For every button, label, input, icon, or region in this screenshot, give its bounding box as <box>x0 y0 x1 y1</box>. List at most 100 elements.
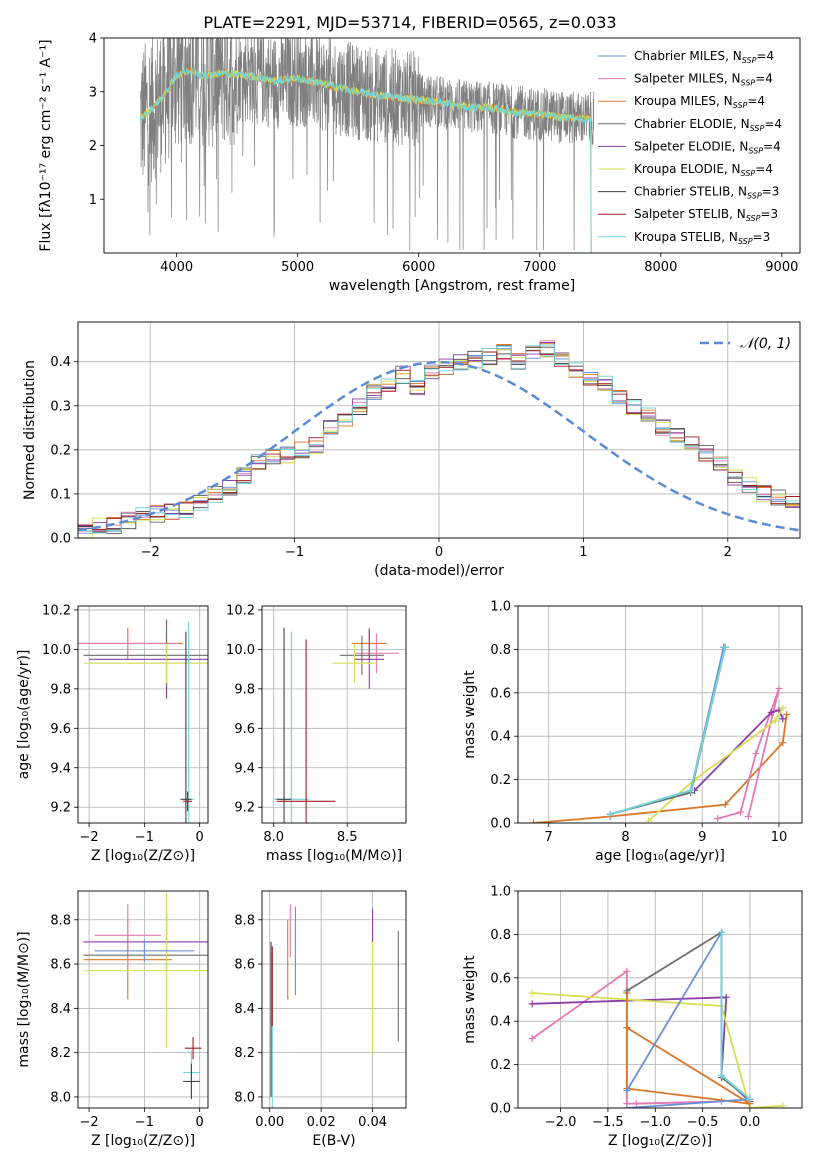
y-tick-label: 8.8 <box>50 913 71 928</box>
y-tick-label: 9.8 <box>234 682 255 697</box>
x-tick-label: −1 <box>135 830 154 845</box>
y-tick-label: 9.6 <box>234 722 255 737</box>
x-tick-label: 8.0 <box>263 830 284 845</box>
x-tick-label: 2 <box>724 545 732 560</box>
axes-frame <box>517 605 803 824</box>
weight-point-marker <box>779 715 787 723</box>
weight-point-marker <box>623 1104 631 1108</box>
legend-entry: Chabrier STELIB, NSSP=3 <box>634 185 779 201</box>
x-tick-label: 0 <box>435 545 443 560</box>
x-tick-label: 7 <box>545 830 553 845</box>
weight-point-marker <box>721 801 729 809</box>
y-tick-label: 1 <box>89 193 97 208</box>
x-axis-label: (data-model)/error <box>374 563 504 579</box>
weight-series-line <box>626 993 751 1105</box>
weight-point-marker <box>529 819 537 823</box>
weight-point-marker <box>714 815 722 823</box>
y-tick-label: 3 <box>89 85 97 100</box>
x-tick-label: 0.04 <box>358 1115 387 1130</box>
legend-entry: Chabrier ELODIE, NSSP=4 <box>634 117 782 133</box>
x-axis-label: Z [log₁₀(Z/Z⊙)] <box>91 1133 195 1149</box>
x-tick-label: −2 <box>79 830 98 845</box>
axes-frame <box>261 890 407 1109</box>
weight-point-marker <box>528 1000 536 1008</box>
y-tick-label: 0.8 <box>490 643 511 658</box>
y-tick-label: 8.4 <box>234 1002 255 1017</box>
y-axis-label: mass weight <box>462 955 478 1044</box>
x-tick-label: 5000 <box>281 260 314 275</box>
axes-frame <box>103 37 801 254</box>
x-tick-label: 0 <box>196 830 204 845</box>
weight-point-marker <box>623 987 631 995</box>
weight-point-marker <box>779 704 787 712</box>
normal-curve <box>78 360 800 532</box>
x-tick-label: 8 <box>621 830 629 845</box>
x-tick-label: 0.02 <box>307 1115 336 1130</box>
y-tick-label: 10.0 <box>42 643 71 658</box>
axes-6: 0.00 0.02 0.04 8.0 8.2 8.4 8.6 8.8 E(B-V) <box>234 890 407 1149</box>
legend-entry: Chabrier MILES, NSSP=4 <box>634 49 774 65</box>
weight-series-line <box>609 646 725 816</box>
axes-frame <box>77 321 801 539</box>
weight-point-marker <box>783 711 791 718</box>
weight-point-marker <box>718 928 726 936</box>
weight-point-marker <box>744 812 752 820</box>
weight-point-marker <box>767 708 775 716</box>
y-tick-label: 9.2 <box>50 801 71 816</box>
y-axis-label: mass [log₁₀(M/M⊙)] <box>16 931 32 1067</box>
x-tick-label: 9000 <box>765 260 798 275</box>
x-axis-label: E(B-V) <box>312 1133 355 1149</box>
x-tick-label: 0.0 <box>740 1115 761 1130</box>
x-tick-label: −1 <box>285 545 304 560</box>
x-axis-label: age [log₁₀(age/yr)] <box>595 848 725 864</box>
x-tick-label: 0 <box>196 1115 204 1130</box>
y-tick-label: 0.8 <box>490 928 511 943</box>
y-tick-label: 8.0 <box>234 1090 255 1105</box>
spectrum-model-line <box>139 66 592 253</box>
x-tick-label: −1 <box>135 1115 154 1130</box>
x-tick-label: 9 <box>698 830 706 845</box>
y-axis-label: age [log₁₀(age/yr)] <box>16 650 32 780</box>
weight-point-marker <box>606 810 614 818</box>
plot-area <box>529 643 791 823</box>
y-tick-label: 10.2 <box>42 603 71 618</box>
axes-frame <box>261 605 407 824</box>
weight-series-line <box>626 928 753 1108</box>
y-axis-label: Normed distribution <box>22 360 38 500</box>
weight-series-line <box>609 646 727 816</box>
legend-entry: Kroupa MILES, NSSP=4 <box>634 94 765 110</box>
y-tick-label: 8.6 <box>50 958 71 973</box>
y-tick-label: 0.3 <box>50 399 71 414</box>
plot-area <box>270 904 399 1108</box>
axes-4: 7 8 9 10 0.0 0.2 0.4 0.6 0.8 1.0 age [log₁₀(age/yr… <box>462 600 803 864</box>
weight-series-line <box>647 707 784 822</box>
legend-entry: 𝒩(0, 1) <box>740 336 791 352</box>
plot-area <box>83 893 208 1100</box>
axes-0: 4000 5000 6000 7000 8000 9000 1 2 3 4 wavelength [… <box>38 32 801 294</box>
weight-point-marker <box>771 717 779 725</box>
y-tick-label: 0.2 <box>490 1058 511 1073</box>
weight-point-marker <box>746 1095 754 1103</box>
weight-point-marker <box>722 993 730 1001</box>
weight-point-marker <box>779 739 787 747</box>
x-tick-label: 10 <box>771 830 788 845</box>
y-tick-label: 8.2 <box>50 1046 71 1061</box>
legend-entry: Kroupa STELIB, NSSP=3 <box>634 230 770 246</box>
weight-point-marker <box>632 1100 640 1108</box>
weight-point-marker <box>528 989 536 997</box>
y-tick-label: 0.1 <box>50 487 71 502</box>
weight-point-marker <box>718 1071 726 1079</box>
y-tick-label: 0.0 <box>490 817 511 832</box>
y-tick-label: 0.0 <box>50 532 71 547</box>
x-axis-label: mass [log₁₀(M/M⊙)] <box>266 848 402 864</box>
y-tick-label: 9.8 <box>50 682 71 697</box>
x-tick-label: −2 <box>79 1115 98 1130</box>
y-tick-label: 8.0 <box>50 1090 71 1105</box>
y-tick-label: 9.2 <box>234 801 255 816</box>
x-tick-label: 4000 <box>160 260 193 275</box>
x-axis-label: wavelength [Angstrom, rest frame] <box>329 278 575 294</box>
weight-series-line <box>532 996 751 1103</box>
axes-frame <box>77 605 209 824</box>
weight-series-line <box>626 930 751 1101</box>
